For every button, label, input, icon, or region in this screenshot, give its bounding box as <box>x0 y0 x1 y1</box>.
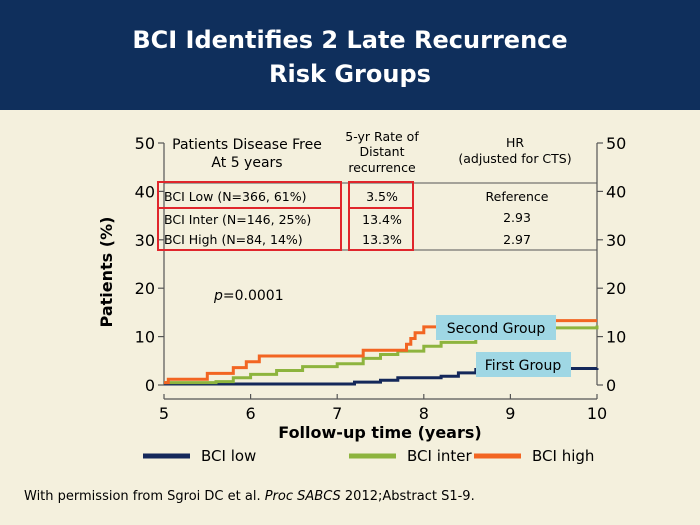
x-tick-label-7: 7 <box>332 404 342 423</box>
row-inter-rate: 13.4% <box>362 212 402 227</box>
row-inter-hr: 2.93 <box>503 210 531 225</box>
table-col2-header-line2: Distant <box>360 144 405 159</box>
footnote-post: 2012;Abstract S1-9. <box>340 489 475 504</box>
y-tick-label-left-20: 20 <box>135 279 155 298</box>
p-value-annotation: p=0.0001 <box>213 288 284 304</box>
row-low-group: BCI Low (N=366, 61%) <box>164 189 307 204</box>
x-tick-label-6: 6 <box>246 404 256 423</box>
callout-second-group: Second Group <box>447 321 546 337</box>
p-value-italic: p <box>213 288 223 304</box>
km-chart: 0 0 10 10 20 20 30 30 40 40 50 50 5 6 7 8 9 10 Follow-up … <box>97 129 627 465</box>
callout-first-group: First Group <box>485 358 562 374</box>
y-tick-label-right-20: 20 <box>606 279 626 298</box>
highlight-box-high-groups <box>157 207 342 251</box>
slide-title-line-2: Risk Groups <box>269 60 431 88</box>
legend-label-bci-high: BCI high <box>532 447 594 465</box>
y-tick-label-left-30: 30 <box>135 231 155 250</box>
slide-title-line-1: BCI Identifies 2 Late Recurrence <box>132 26 568 54</box>
x-tick-label-9: 9 <box>505 404 515 423</box>
row-low-hr: Reference <box>486 189 549 204</box>
y-tick-label-left-50: 50 <box>135 134 155 153</box>
footnote-journal: Proc SABCS <box>264 489 341 504</box>
summary-table: Patients Disease Free At 5 years 5-yr Ra… <box>157 129 572 251</box>
footnote-pre: With permission from Sgroi DC et al. <box>24 489 265 504</box>
table-col2-header-line1: 5-yr Rate of <box>345 129 419 144</box>
tick-group: 0 0 10 10 20 20 30 30 40 40 50 50 5 6 7 8 9 10 <box>135 134 627 423</box>
y-tick-label-left-0: 0 <box>145 376 155 395</box>
y-tick-label-left-10: 10 <box>135 328 155 347</box>
table-col3-header-line1: HR <box>506 135 524 150</box>
table-col1-header-line1: Patients Disease Free <box>172 137 322 153</box>
series-line-bci-high <box>164 319 597 385</box>
legend-label-bci-low: BCI low <box>201 447 256 465</box>
legend: BCI low BCI inter BCI high <box>143 447 594 465</box>
y-tick-label-right-10: 10 <box>606 328 626 347</box>
y-tick-label-right-50: 50 <box>606 134 626 153</box>
row-high-group: BCI High (N=84, 14%) <box>164 232 303 247</box>
row-high-hr: 2.97 <box>503 232 531 247</box>
legend-label-bci-inter: BCI inter <box>407 447 472 465</box>
row-high-rate: 13.3% <box>362 232 402 247</box>
table-col1-header-line2: At 5 years <box>211 155 282 171</box>
row-low-rate: 3.5% <box>366 189 398 204</box>
x-axis-label: Follow-up time (years) <box>278 423 481 442</box>
table-col3-header-line2: (adjusted for CTS) <box>458 151 571 166</box>
callout-second-group-box <box>436 315 556 340</box>
x-tick-label-5: 5 <box>159 404 169 423</box>
y-axis-label: Patients (%) <box>97 217 116 328</box>
y-tick-label-right-30: 30 <box>606 231 626 250</box>
y-tick-label-right-40: 40 <box>606 182 626 201</box>
slide-header: BCI Identifies 2 Late Recurrence Risk Gr… <box>0 0 700 110</box>
y-tick-label-right-0: 0 <box>606 376 616 395</box>
table-col2-header-line3: recurrence <box>348 160 416 175</box>
callout-first-group-box <box>476 352 571 377</box>
highlight-box-high-rates <box>348 207 414 251</box>
x-tick-label-10: 10 <box>587 404 607 423</box>
row-inter-group: BCI Inter (N=146, 25%) <box>164 212 311 227</box>
x-tick-label-8: 8 <box>419 404 429 423</box>
p-value-number: =0.0001 <box>223 288 284 304</box>
y-tick-label-left-40: 40 <box>135 182 155 201</box>
footnote: With permission from Sgroi DC et al. Pro… <box>24 489 475 504</box>
